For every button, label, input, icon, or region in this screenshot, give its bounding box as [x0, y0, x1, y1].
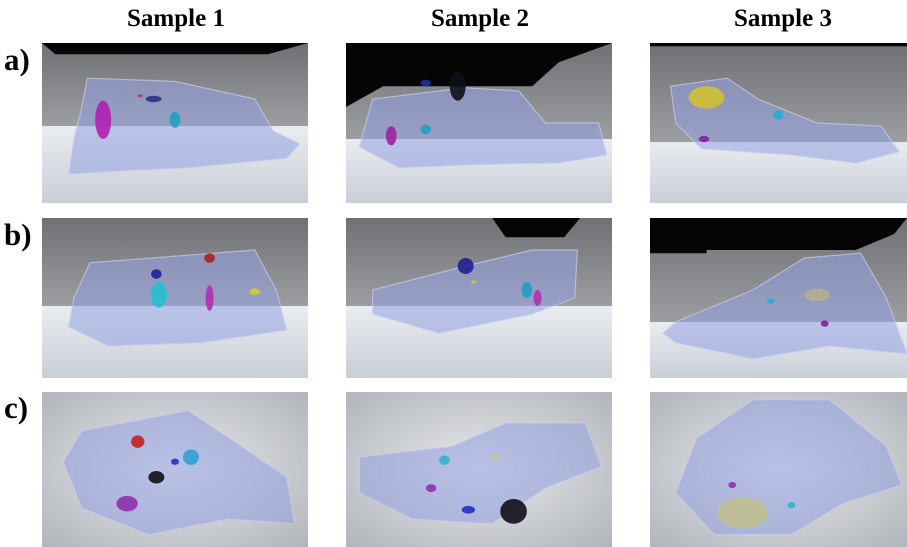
lesion	[439, 456, 450, 465]
render-panel	[42, 43, 308, 203]
lesion	[728, 482, 736, 488]
lesion	[148, 471, 164, 483]
lesion	[534, 290, 542, 306]
render-panel	[650, 43, 907, 203]
lesion	[462, 506, 475, 514]
panels	[42, 43, 907, 547]
lesion	[804, 288, 830, 301]
lesion	[249, 288, 260, 294]
lesion	[773, 110, 783, 120]
lesion	[717, 497, 768, 528]
lesion	[458, 258, 474, 274]
lesion	[206, 285, 214, 311]
brain-mesh	[69, 250, 287, 346]
render-panel	[650, 392, 907, 547]
lesion	[492, 456, 497, 459]
lesion	[131, 435, 144, 447]
lesion	[116, 496, 137, 512]
lesion	[699, 136, 709, 142]
figure: Sample 1 Sample 2 Sample 3 a) b) c)	[0, 0, 907, 547]
render-panel	[42, 218, 308, 378]
row-label: b)	[4, 217, 32, 252]
lesion	[183, 449, 199, 465]
render-panel	[650, 218, 907, 378]
lesion	[146, 96, 162, 102]
lesion	[522, 282, 533, 298]
lesion	[204, 253, 215, 263]
lesion	[821, 320, 829, 326]
lesion	[151, 282, 167, 308]
ceiling	[42, 43, 308, 54]
column-header: Sample 3	[734, 5, 832, 32]
lesion	[171, 459, 179, 465]
lesion	[500, 499, 527, 524]
lesion	[426, 484, 437, 492]
column-header: Sample 2	[431, 5, 529, 32]
lesion	[170, 112, 181, 128]
ceiling	[650, 43, 907, 46]
lesion	[450, 72, 466, 101]
row-label: c)	[4, 390, 28, 425]
lesion	[386, 126, 397, 145]
render-panel	[346, 392, 612, 547]
row-label: a)	[4, 42, 30, 77]
lesion	[151, 269, 162, 279]
lesion	[95, 101, 111, 139]
render-panel	[346, 218, 612, 378]
lesion	[471, 280, 476, 283]
lesion	[420, 80, 431, 86]
lesion	[420, 125, 431, 135]
column-header: Sample 1	[127, 5, 225, 32]
lesion	[689, 86, 725, 108]
lesion	[787, 502, 795, 508]
render-panel	[346, 43, 612, 203]
lesion	[767, 299, 775, 304]
render-panel	[42, 392, 308, 547]
lesion	[138, 94, 143, 97]
